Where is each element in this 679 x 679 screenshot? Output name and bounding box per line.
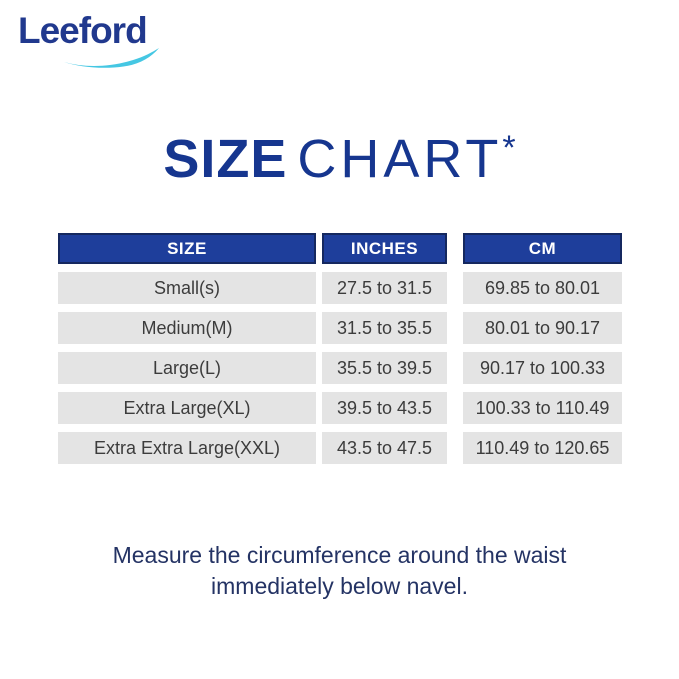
title-asterisk: * [502,129,516,167]
table-row: Large(L) 35.5 to 39.5 90.17 to 100.33 [58,352,622,384]
table-row: Medium(M) 31.5 to 35.5 80.01 to 90.17 [58,312,622,344]
page-title: SIZE CHART* [0,128,679,190]
logo-text: Leeford [18,10,148,51]
title-chart-word: CHART [297,129,503,189]
measurement-note: Measure the circumference around the wai… [112,542,567,600]
logo-wave-icon [64,48,160,68]
cell-size-label: Medium(M) [58,312,316,344]
title-size-word: SIZE [163,129,288,189]
cell-cm-value: 100.33 to 110.49 [463,392,622,424]
header-cell-size: SIZE [58,233,316,264]
cell-size-label: Extra Large(XL) [58,392,316,424]
table-row: Small(s) 27.5 to 31.5 69.85 to 80.01 [58,272,622,304]
cell-cm-value: 110.49 to 120.65 [463,432,622,464]
cell-cm-value: 90.17 to 100.33 [463,352,622,384]
table-header-row: SIZE INCHES CM [58,233,622,264]
cell-inches-value: 27.5 to 31.5 [322,272,447,304]
leeford-logo: Leeford [18,10,168,68]
header-cell-cm: CM [463,233,622,264]
table-row: Extra Large(XL) 39.5 to 43.5 100.33 to 1… [58,392,622,424]
cell-inches-value: 31.5 to 35.5 [322,312,447,344]
cell-inches-value: 43.5 to 47.5 [322,432,447,464]
header-cell-inches: INCHES [322,233,447,264]
cell-size-label: Small(s) [58,272,316,304]
cell-size-label: Extra Extra Large(XXL) [58,432,316,464]
cell-inches-value: 35.5 to 39.5 [322,352,447,384]
cell-cm-value: 69.85 to 80.01 [463,272,622,304]
cell-size-label: Large(L) [58,352,316,384]
size-table: SIZE INCHES CM Small(s) 27.5 to 31.5 69.… [58,233,622,464]
cell-cm-value: 80.01 to 90.17 [463,312,622,344]
cell-inches-value: 39.5 to 43.5 [322,392,447,424]
table-row: Extra Extra Large(XXL) 43.5 to 47.5 110.… [58,432,622,464]
